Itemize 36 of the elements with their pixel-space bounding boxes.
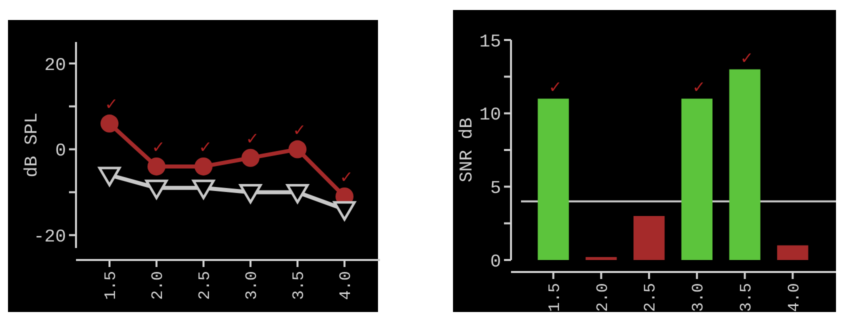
x-tick-label: 3.5 (290, 271, 308, 300)
x-tick-label: 1.5 (102, 271, 120, 300)
y-axis-title: SNR dB (457, 117, 478, 182)
x-tick-label: 3.0 (243, 271, 262, 300)
bar (538, 98, 569, 260)
y-tick-label: 5 (490, 178, 501, 199)
annotation: ✓ (340, 168, 354, 186)
x-tick-label: 3.0 (690, 283, 708, 312)
y-axis-title: dB SPL (22, 112, 42, 178)
x-tick-label: 4.0 (337, 271, 356, 300)
annotation: ✓ (740, 48, 754, 68)
bar (586, 257, 617, 260)
y-tick-label: 10 (479, 106, 501, 126)
annotation: ✓ (692, 78, 706, 97)
y-tick-label: -20 (34, 227, 66, 248)
x-tick-label: 2.5 (642, 283, 660, 312)
x-tick-label: 2.0 (149, 271, 168, 300)
x-tick-label: 2.5 (196, 271, 214, 300)
annotation: ✓ (292, 120, 306, 140)
x-tick-label: 3.5 (737, 283, 756, 312)
x-tick-label: 4.0 (785, 283, 804, 312)
y-tick-label: 15 (479, 32, 501, 52)
annotation: ✓ (548, 78, 562, 97)
annotation: ✓ (198, 137, 212, 156)
y-tick-label: 20 (44, 56, 66, 76)
y-tick-label: 0 (490, 252, 501, 272)
bar (777, 245, 808, 260)
bar (681, 98, 712, 260)
y-tick-label: 0 (55, 142, 66, 162)
annotation: ✓ (104, 94, 118, 114)
x-tick-label: 1.5 (546, 283, 564, 312)
annotation: ✓ (246, 128, 260, 148)
bar (729, 69, 760, 260)
bar (634, 216, 665, 260)
x-tick-label: 2.0 (594, 283, 612, 312)
annotation: ✓ (152, 137, 166, 156)
